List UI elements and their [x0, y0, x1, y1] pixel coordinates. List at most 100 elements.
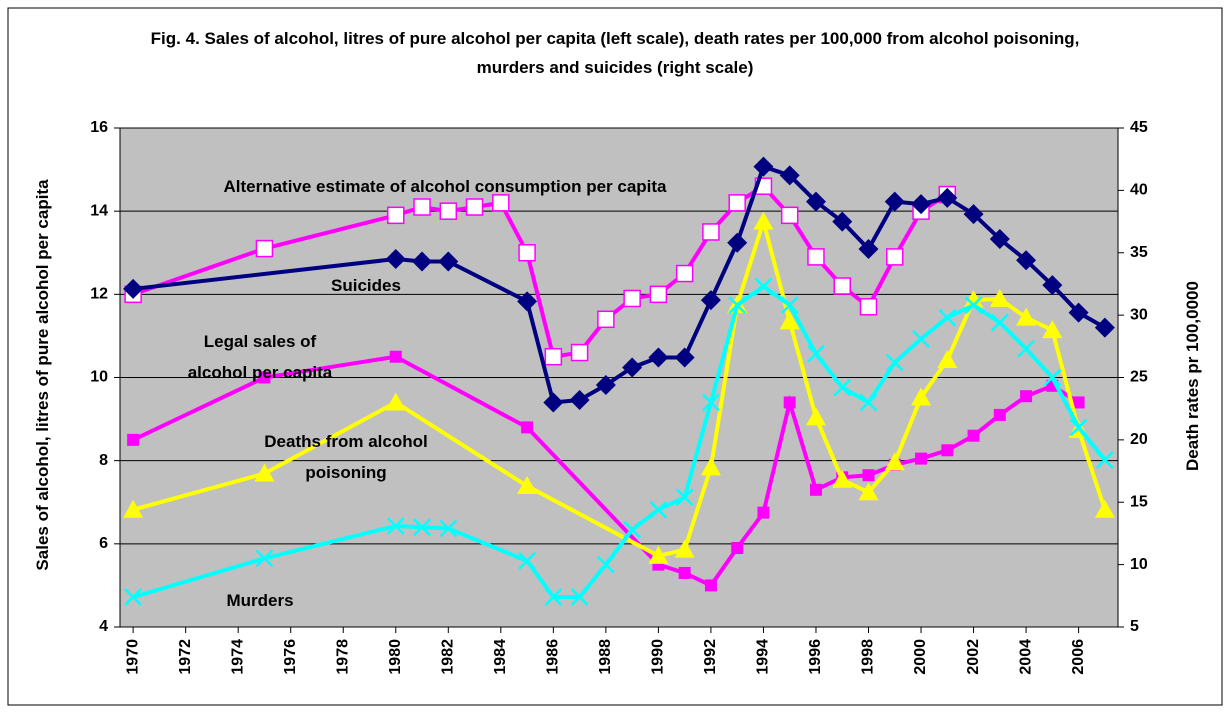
point — [569, 389, 590, 410]
point — [754, 277, 773, 296]
y2-tick-label: 20 — [1130, 431, 1148, 448]
point — [858, 482, 879, 501]
y2-tick-label: 25 — [1130, 369, 1148, 386]
x-tick-label: 2004 — [1017, 639, 1034, 675]
point — [255, 239, 274, 258]
x-tick-label: 1996 — [807, 639, 824, 675]
point — [649, 500, 668, 519]
point — [780, 206, 799, 225]
point — [911, 387, 932, 406]
point — [912, 329, 930, 348]
point — [386, 517, 405, 535]
x-tick-label: 1998 — [860, 639, 877, 675]
point — [964, 296, 983, 315]
point — [862, 469, 875, 482]
point — [465, 198, 484, 216]
series-line — [132, 283, 1107, 600]
point — [258, 371, 271, 384]
point — [1094, 317, 1115, 338]
point — [254, 463, 275, 482]
point — [1016, 250, 1037, 271]
y2-axis-title: Death rates pr 100,0000 — [1183, 281, 1202, 471]
point — [989, 288, 1010, 307]
point — [1042, 320, 1063, 339]
point — [412, 251, 433, 272]
point — [704, 579, 717, 592]
series-label: Suicides — [331, 276, 401, 295]
point — [127, 433, 140, 446]
point — [915, 452, 928, 465]
point — [413, 518, 431, 537]
x-tick-label: 1980 — [387, 639, 404, 675]
point — [1069, 418, 1088, 437]
point — [1068, 302, 1089, 323]
point — [438, 251, 459, 272]
point — [1020, 390, 1033, 403]
point — [124, 588, 143, 606]
x-tick-label: 2006 — [1070, 639, 1087, 675]
y-tick-label: 14 — [90, 202, 108, 219]
series-label: Deaths from alcohol poisoning — [264, 432, 428, 482]
point — [884, 452, 905, 471]
point — [728, 194, 746, 212]
y2-tick-label: 30 — [1130, 306, 1148, 323]
point — [780, 296, 799, 315]
point — [623, 520, 642, 539]
point — [492, 194, 510, 212]
point — [648, 347, 669, 368]
x-tick-label: 1974 — [229, 639, 246, 675]
point — [385, 392, 406, 411]
point — [963, 204, 984, 225]
point — [779, 165, 800, 186]
point — [389, 350, 402, 363]
point — [413, 198, 431, 216]
point — [731, 541, 744, 554]
point — [648, 545, 669, 564]
point — [597, 310, 615, 329]
point — [779, 311, 800, 330]
y2-tick-label: 5 — [1130, 618, 1139, 635]
point — [622, 357, 643, 378]
point — [1017, 339, 1035, 358]
point — [993, 408, 1006, 421]
point — [728, 296, 747, 315]
point — [518, 244, 536, 262]
point — [911, 194, 932, 215]
point — [937, 187, 958, 208]
point — [517, 476, 538, 495]
point — [570, 343, 589, 362]
point — [833, 277, 851, 295]
y2-tick-label: 35 — [1130, 244, 1148, 261]
point — [700, 457, 721, 476]
y2-tick-label: 45 — [1130, 119, 1148, 136]
point — [1072, 396, 1085, 409]
point — [753, 211, 774, 230]
series-label: Legal sales of alcohol per capita — [187, 332, 333, 382]
point — [807, 248, 825, 266]
point — [543, 392, 564, 413]
point — [675, 264, 694, 283]
x-tick-label: 1970 — [124, 639, 141, 675]
point — [805, 407, 826, 426]
x-tick-label: 2000 — [912, 639, 929, 675]
point — [858, 239, 879, 260]
point — [702, 223, 720, 241]
point — [886, 248, 904, 266]
x-tick-label: 1984 — [492, 639, 509, 675]
series-label: Alternative estimate of alcohol consumpt… — [223, 177, 667, 196]
y-axis-title: Sales of alcohol, litres of pure alcohol… — [33, 179, 52, 571]
point — [832, 469, 853, 488]
point — [990, 313, 1009, 332]
point — [941, 444, 954, 457]
point — [544, 347, 563, 366]
point — [963, 290, 984, 309]
y-tick-label: 4 — [99, 618, 108, 635]
point — [596, 555, 615, 574]
point — [675, 488, 694, 507]
chart-title: Fig. 4. Sales of alcohol, litres of pure… — [150, 29, 1080, 77]
point — [884, 191, 905, 212]
point — [859, 298, 878, 316]
point — [1095, 450, 1114, 469]
